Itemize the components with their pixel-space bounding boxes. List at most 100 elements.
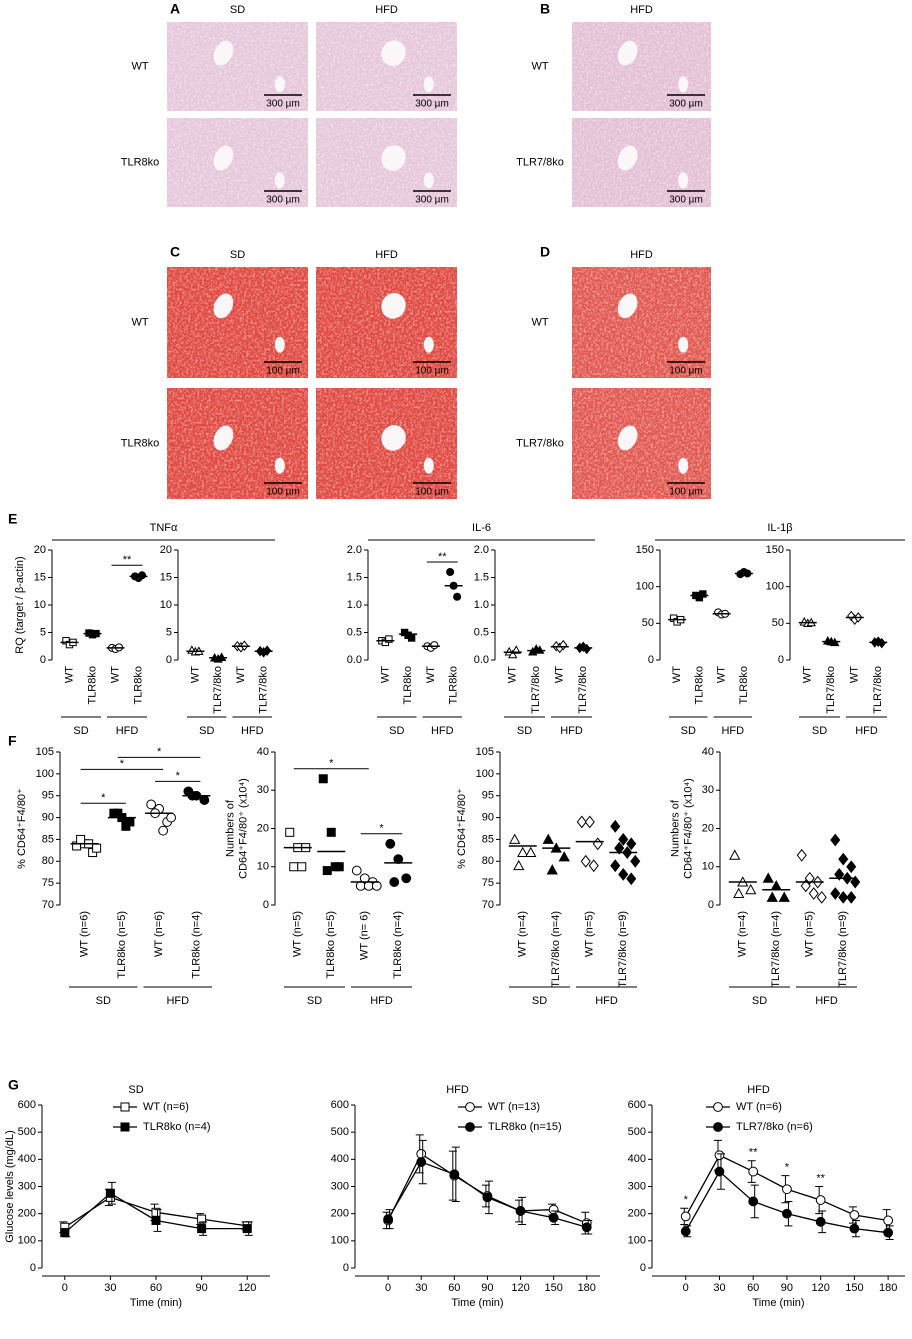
data-point <box>401 873 412 884</box>
micrograph: 100 µm <box>316 267 457 378</box>
group-title: IL-6 <box>472 522 491 534</box>
legend-label: TLR8ko (n=15) <box>488 1121 562 1133</box>
data-point <box>846 860 857 874</box>
micrograph: 300 µm <box>572 22 711 111</box>
data-point <box>60 1228 70 1238</box>
data-point <box>242 1224 252 1234</box>
data-point <box>508 649 518 659</box>
data-point <box>614 841 625 855</box>
significance-label: * <box>329 758 334 770</box>
x-tick-label: 30 <box>713 1282 725 1294</box>
data-point <box>808 887 819 900</box>
diet-label: HFD <box>815 995 838 1007</box>
data-point <box>714 1150 725 1161</box>
diet-label: SD <box>681 725 696 737</box>
significance-label: * <box>101 792 106 804</box>
scale-bar-label: 100 µm <box>415 366 449 377</box>
data-point <box>883 1227 894 1238</box>
y-tick-label: 10 <box>160 599 172 611</box>
data-point <box>680 1211 691 1222</box>
data-point <box>113 808 123 818</box>
vessel <box>617 40 638 66</box>
x-tick-label: WT <box>189 666 201 683</box>
data-point <box>517 846 529 858</box>
y-tick-label: 40 <box>257 746 269 758</box>
chart-title: SD <box>128 1084 143 1096</box>
significance-label: * <box>176 770 181 782</box>
y-tick-label: 0 <box>166 654 172 666</box>
x-tick-label: WT <box>235 666 247 683</box>
x-tick-label: TLR8ko <box>448 666 460 705</box>
diet-label: HFD <box>560 725 583 737</box>
x-tick-label: 0 <box>683 1282 689 1294</box>
data-point <box>838 852 849 866</box>
scale-bar-label: 300 µm <box>669 99 703 110</box>
data-point <box>453 592 462 601</box>
vessel <box>678 76 689 93</box>
data-point <box>699 590 707 598</box>
data-point <box>804 871 815 885</box>
x-tick-label: 120 <box>511 1282 529 1294</box>
significance-label: * <box>157 746 162 758</box>
vessel <box>617 293 638 319</box>
x-tick-label: 180 <box>578 1282 596 1294</box>
vessel <box>274 457 285 474</box>
data-point <box>509 833 521 844</box>
x-tick-label: WT <box>802 666 814 683</box>
micrograph-texture <box>316 267 457 378</box>
y-tick-label: 5 <box>40 626 46 638</box>
x-tick-label: TLR7/8ko <box>872 666 884 714</box>
y-tick-label: 0 <box>40 654 46 666</box>
micrograph-texture <box>572 267 711 378</box>
y-tick-label: 0.5 <box>347 626 362 638</box>
data-point <box>197 1224 207 1234</box>
column-header: SD <box>230 249 245 261</box>
data-point <box>105 1188 115 1198</box>
x-tick-label: TLR7/8ko (n=9) <box>617 911 629 988</box>
data-point <box>815 1195 826 1205</box>
x-tick-label: WT <box>425 666 437 683</box>
significance-label: ** <box>438 551 447 563</box>
x-tick-label: WT <box>507 666 519 683</box>
data-point <box>592 837 603 851</box>
vessel <box>617 425 638 451</box>
vessel <box>381 425 406 451</box>
micrograph-texture <box>572 388 711 499</box>
data-point <box>151 1215 161 1225</box>
y-tick-label: 200 <box>331 1208 349 1220</box>
y-tick-label: 100 <box>628 1235 646 1247</box>
vessel <box>678 457 689 474</box>
y-tick-label: 100 <box>331 1235 349 1247</box>
vessel <box>381 40 406 66</box>
data-point <box>525 846 537 858</box>
x-tick-label: 120 <box>238 1282 256 1294</box>
y-tick-label: 300 <box>628 1180 646 1192</box>
panel-label: C <box>170 244 180 260</box>
significance-label: ** <box>816 1172 825 1184</box>
micrograph: 100 µm <box>572 267 711 378</box>
data-point <box>326 827 336 837</box>
data-point <box>289 862 299 872</box>
x-tick-label: TLR8ko <box>402 666 414 705</box>
row-label: WT <box>531 316 548 328</box>
vessel <box>274 172 285 189</box>
x-tick-label: TLR8ko (n=5) <box>325 911 337 979</box>
vessel <box>381 145 406 171</box>
data-point <box>714 1166 725 1177</box>
x-tick-label: WT (n= 6) <box>359 911 371 960</box>
data-point <box>383 1214 394 1224</box>
scale-bar-label: 300 µm <box>415 195 449 206</box>
y-tick-label: 1.0 <box>474 599 489 611</box>
diet-label: SD <box>752 995 767 1007</box>
scale-bar-label: 300 µm <box>266 99 300 110</box>
diet-label: SD <box>532 995 547 1007</box>
scale-bar-label: 100 µm <box>266 487 300 498</box>
data-point <box>385 838 396 849</box>
y-tick-label: 200 <box>628 1208 646 1220</box>
x-tick-label: 60 <box>150 1282 162 1294</box>
y-tick-label: 15 <box>34 571 46 583</box>
data-point <box>430 641 439 650</box>
vessel <box>213 145 234 171</box>
diet-label: HFD <box>431 725 454 737</box>
x-tick-label: WT <box>849 666 861 683</box>
